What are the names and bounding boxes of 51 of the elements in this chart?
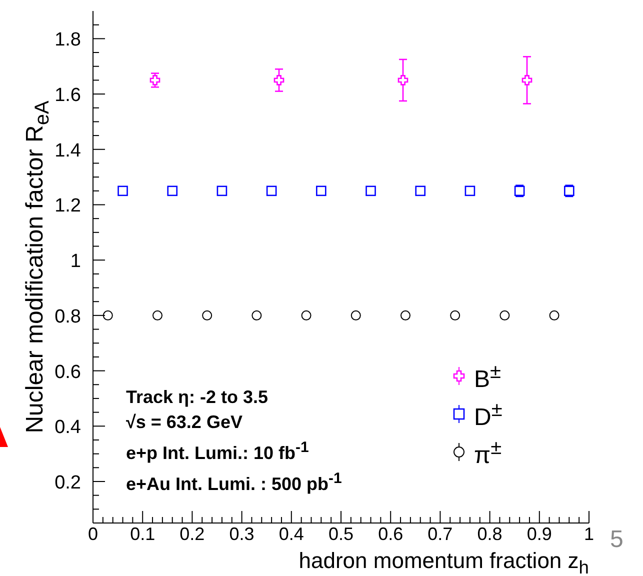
- point: [274, 75, 284, 86]
- x-tick-label: 0: [88, 524, 98, 544]
- annotation: Track η: -2 to 3.5: [126, 386, 270, 409]
- x-tick-label: 0.8: [477, 524, 502, 544]
- point: [167, 186, 178, 196]
- y-tick-label: 1.4: [54, 140, 82, 162]
- point: [152, 310, 162, 320]
- text: 5: [610, 526, 624, 554]
- y-tick-label: 1.8: [54, 30, 81, 51]
- point: [202, 310, 212, 320]
- x-tick-label: 0.6: [378, 524, 404, 544]
- point: [216, 186, 228, 196]
- point: [400, 310, 410, 320]
- point: [464, 186, 476, 196]
- point: [366, 186, 376, 196]
- legend-label: D$^{±}$: [474, 398, 502, 432]
- point: [266, 186, 277, 196]
- point: [415, 186, 426, 196]
- point: [549, 310, 560, 320]
- legend-label: π$^{±}$: [474, 436, 502, 470]
- point: [252, 310, 262, 320]
- y-tick-label: 0.8: [54, 306, 81, 328]
- annotation: e+p Int. Lumi.: 10 fb$^{-1}$: [126, 438, 310, 465]
- x-tick-label: 0.2: [180, 524, 205, 544]
- x-tick-label: 0.3: [229, 524, 254, 544]
- y-tick-label: 1: [70, 251, 81, 272]
- x-tick-label: 0.4: [278, 524, 304, 544]
- x-tick-label: 0.1: [130, 524, 156, 544]
- point: [118, 186, 128, 196]
- point: [350, 310, 361, 320]
- point: [301, 310, 312, 320]
- x-tick-label: 0.7: [428, 524, 453, 544]
- point: [316, 186, 326, 196]
- y-tick-label: 1.2: [54, 196, 81, 217]
- x-axis-title: hadron momentum fraction z$_{h}$: [298, 548, 589, 576]
- point: [500, 310, 510, 320]
- annotation: √s = 63.2 GeV: [126, 411, 244, 434]
- annotation: e+Au Int. Lumi. : 500 pb$^{-1}$: [126, 469, 342, 496]
- point: [102, 310, 113, 320]
- point: [522, 75, 532, 86]
- y-tick-label: 0.6: [54, 362, 81, 383]
- point: [150, 75, 160, 86]
- x-tick-label: 0.9: [526, 524, 552, 544]
- point: [450, 310, 460, 320]
- x-tick-label: 1: [584, 524, 594, 544]
- y-tick-label: 1.6: [54, 85, 81, 106]
- y-tick-label: 0.4: [54, 417, 82, 438]
- point: [398, 75, 408, 86]
- legend-label: B$^{±}$: [474, 360, 501, 394]
- x-tick-label: 0.5: [328, 524, 354, 544]
- y-tick-label: 0.2: [54, 472, 81, 494]
